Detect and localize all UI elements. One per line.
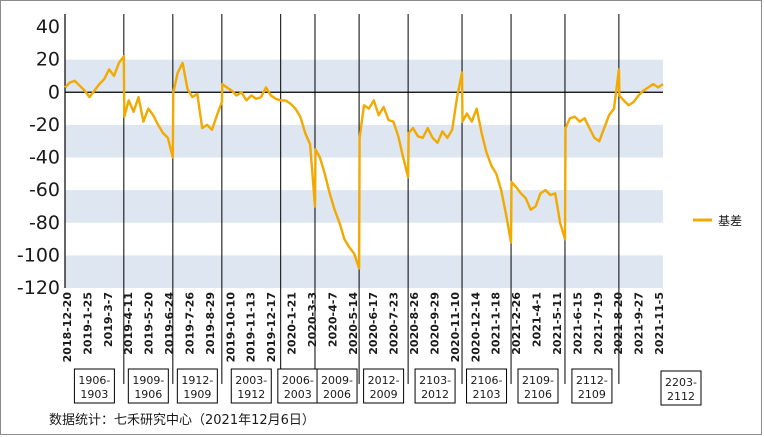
x-tick-label: 2019-5-20 bbox=[143, 292, 156, 355]
contract-box bbox=[517, 368, 559, 404]
x-tick-label: 2020-6-17 bbox=[367, 292, 380, 355]
x-tick-label: 2019-11-13 bbox=[245, 292, 258, 362]
x-tick-label: 2020-9-29 bbox=[428, 292, 441, 355]
contract-box bbox=[466, 368, 508, 404]
grid-band bbox=[65, 59, 663, 93]
grid-band bbox=[65, 255, 663, 288]
contract-box-line2: 1912 bbox=[237, 388, 265, 401]
x-tick-label: 2019-7-26 bbox=[183, 292, 196, 355]
contract-box-line2: 2112 bbox=[667, 390, 695, 403]
contract-box-line1: 2109- bbox=[522, 374, 554, 387]
contract-box bbox=[660, 370, 702, 406]
axes bbox=[64, 14, 663, 288]
x-tick-label: 2021-4-1 bbox=[531, 292, 544, 347]
x-tick-label: 2021-1-18 bbox=[490, 292, 503, 355]
contract-box-line2: 1903 bbox=[80, 388, 108, 401]
x-tick-label: 2019-12-17 bbox=[265, 292, 278, 362]
source-note: 数据统计：七禾研究中心（2021年12月6日） bbox=[49, 413, 315, 428]
series-line bbox=[64, 55, 664, 270]
x-tick-label: 2021-6-15 bbox=[571, 292, 584, 355]
x-tick-label: 2020-4-7 bbox=[326, 292, 339, 347]
contract-box bbox=[414, 368, 456, 404]
y-tick-label: -120 bbox=[17, 277, 60, 299]
contract-box-line2: 2106 bbox=[524, 388, 552, 401]
x-tick-label: 2019-10-10 bbox=[224, 292, 237, 363]
x-tick-label: 2019-6-24 bbox=[163, 292, 176, 355]
contract-box-line2: 2009 bbox=[370, 388, 398, 401]
y-tick-label: 40 bbox=[36, 16, 60, 38]
x-tick-label: 2019-4-11 bbox=[122, 292, 135, 355]
x-tick-label: 2020-12-14 bbox=[469, 292, 482, 363]
x-tick-label: 2020-7-23 bbox=[388, 292, 401, 355]
y-tick-label: -100 bbox=[17, 244, 60, 266]
x-tick-label: 2021-7-19 bbox=[592, 292, 605, 355]
contract-box-line1: 1912- bbox=[181, 374, 213, 387]
contract-box-line1: 2009- bbox=[321, 374, 353, 387]
contract-box-line2: 2003 bbox=[284, 388, 312, 401]
grid-bands bbox=[65, 59, 663, 288]
y-tick-label: -80 bbox=[29, 212, 60, 234]
contract-box bbox=[230, 368, 272, 404]
contract-box-line1: 2112- bbox=[576, 374, 608, 387]
contract-period-boxes: 1906-1903 1909-1906 1912-1909 2003-1912 2006… bbox=[73, 368, 702, 406]
y-tick-label: 20 bbox=[36, 49, 60, 71]
contract-box-line2: 2103 bbox=[473, 388, 501, 401]
contract-box-line2: 2012 bbox=[421, 388, 449, 401]
legend: 基差 bbox=[693, 214, 742, 228]
contract-box-line1: 2003- bbox=[235, 374, 267, 387]
contract-box-line1: 1909- bbox=[132, 374, 164, 387]
legend-label: 基差 bbox=[718, 214, 742, 228]
x-tick-label: 2020-3-3 bbox=[306, 292, 319, 347]
contract-box-line1: 2012- bbox=[368, 374, 400, 387]
contract-box-line1: 2103- bbox=[419, 374, 451, 387]
y-tick-label: 0 bbox=[48, 81, 60, 103]
contract-box-line2: 2006 bbox=[323, 388, 351, 401]
contract-box bbox=[363, 368, 405, 404]
y-tick-label: -40 bbox=[29, 147, 60, 169]
x-tick-label: 2021-9-27 bbox=[633, 292, 646, 355]
x-tick-label: 2019-8-29 bbox=[204, 292, 217, 355]
contract-box-line2: 1909 bbox=[183, 388, 211, 401]
contract-box-line1: 1906- bbox=[78, 374, 110, 387]
x-tick-label: 2020-8-26 bbox=[408, 292, 421, 355]
y-tick-label: -20 bbox=[29, 114, 60, 136]
contract-box-line2: 2109 bbox=[578, 388, 606, 401]
y-axis-ticks: 40 20 0 -20 -40 -60 -80 -100 -120 bbox=[17, 16, 60, 299]
contract-box-line1: 2106- bbox=[471, 374, 503, 387]
x-tick-label: 2021-8-20 bbox=[612, 292, 625, 355]
contract-box bbox=[127, 368, 169, 404]
contract-box-line1: 2203- bbox=[665, 376, 697, 389]
x-tick-label: 2020-5-14 bbox=[347, 292, 360, 355]
grid-band bbox=[65, 190, 663, 223]
x-tick-label: 2021-11-5 bbox=[653, 292, 666, 355]
contract-box bbox=[571, 368, 613, 404]
contract-box bbox=[316, 368, 358, 404]
x-tick-label: 2019-3-7 bbox=[102, 292, 115, 347]
contract-box-line1: 2006- bbox=[282, 374, 314, 387]
x-tick-label: 2020-1-21 bbox=[286, 292, 299, 355]
x-tick-label: 2021-5-11 bbox=[551, 292, 564, 355]
x-tick-label: 2018-12-20 bbox=[61, 292, 74, 363]
series-layer bbox=[64, 55, 664, 270]
x-tick-label: 2020-11-10 bbox=[449, 292, 462, 363]
y-tick-label: -60 bbox=[29, 179, 60, 201]
x-axis-ticks: 2018-12-20 2019-1-25 2019-3-7 2019-4-11 2019… bbox=[61, 292, 666, 363]
contract-box-line2: 1906 bbox=[134, 388, 162, 401]
contract-box bbox=[73, 368, 115, 404]
x-tick-label: 2019-1-25 bbox=[81, 292, 94, 355]
contract-box bbox=[176, 368, 218, 404]
grid-band bbox=[65, 124, 663, 158]
x-tick-label: 2021-2-26 bbox=[510, 292, 523, 355]
